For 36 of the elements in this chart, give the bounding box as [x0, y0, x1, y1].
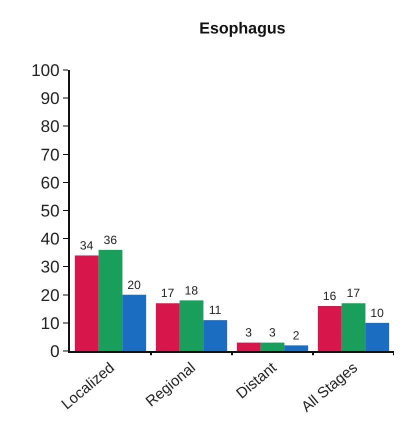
bar [98, 250, 122, 351]
data-label: 17 [346, 286, 360, 300]
bar [284, 345, 308, 351]
y-tick-label: 0 [50, 342, 60, 361]
data-label: 3 [269, 326, 276, 340]
y-tick-label: 100 [31, 60, 60, 80]
bar [365, 322, 390, 351]
bar [342, 303, 366, 351]
data-label: 11 [208, 303, 222, 318]
y-tick-label: 50 [40, 201, 60, 220]
data-label: 20 [127, 278, 142, 292]
y-tick-label: 60 [40, 173, 60, 192]
y-tick-label: 40 [40, 230, 60, 249]
bar [156, 303, 180, 351]
y-tick-label: 10 [40, 314, 60, 333]
bar [180, 300, 204, 351]
data-label: 17 [160, 286, 175, 300]
y-tick-label: 30 [40, 258, 60, 277]
bar [260, 342, 284, 351]
y-tick-label: 70 [40, 145, 60, 164]
bar [318, 306, 342, 351]
y-tick-label: 20 [40, 286, 60, 305]
data-label: 10 [370, 306, 384, 320]
data-label: 2 [292, 328, 300, 342]
data-label: 18 [184, 283, 198, 298]
bar [74, 255, 99, 351]
data-label: 3 [245, 326, 252, 340]
y-tick-label: 80 [40, 117, 60, 136]
bar [236, 342, 261, 351]
y-tick-label: 90 [40, 89, 60, 108]
chart-title: Esophagus [199, 20, 286, 38]
data-label: 34 [80, 238, 94, 252]
data-label: 16 [322, 289, 337, 304]
data-label: 36 [104, 232, 118, 247]
bar [203, 320, 228, 351]
bar [122, 294, 146, 351]
